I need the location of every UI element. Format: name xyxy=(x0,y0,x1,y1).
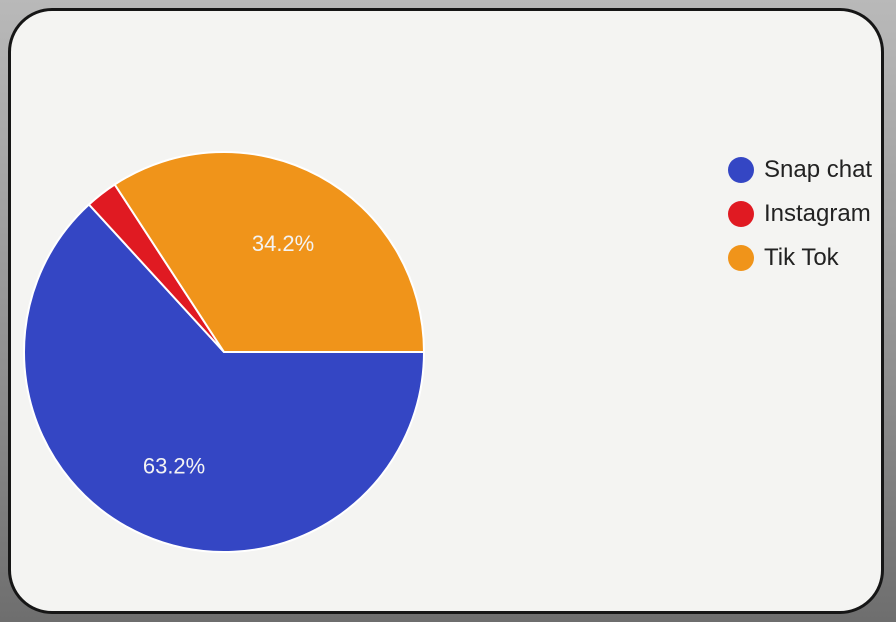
legend-label-instagram: Instagram xyxy=(764,200,871,227)
legend-swatch-tik-tok xyxy=(728,245,754,271)
legend-item-instagram: Instagram xyxy=(728,192,872,236)
legend: Snap chat Instagram Tik Tok xyxy=(728,148,872,280)
pie-slice-tik-tok xyxy=(113,151,426,353)
legend-swatch-snap-chat xyxy=(728,157,754,183)
legend-swatch-instagram xyxy=(728,201,754,227)
slice-label-snap-chat: 63.2% xyxy=(143,453,205,478)
legend-item-snap-chat: Snap chat xyxy=(728,148,872,192)
legend-label-snap-chat: Snap chat xyxy=(764,156,873,183)
legend-label-tik-tok: Tik Tok xyxy=(764,244,839,271)
pie-chart: 63.2% 34.2% xyxy=(23,151,426,553)
chart-card: 63.2% 34.2% Snap chat Instagram Tik Tok xyxy=(8,8,884,614)
pie-slice-snap-chat xyxy=(23,203,426,553)
legend-item-tik-tok: Tik Tok xyxy=(728,236,872,280)
slice-label-tik-tok: 34.2% xyxy=(252,231,314,256)
